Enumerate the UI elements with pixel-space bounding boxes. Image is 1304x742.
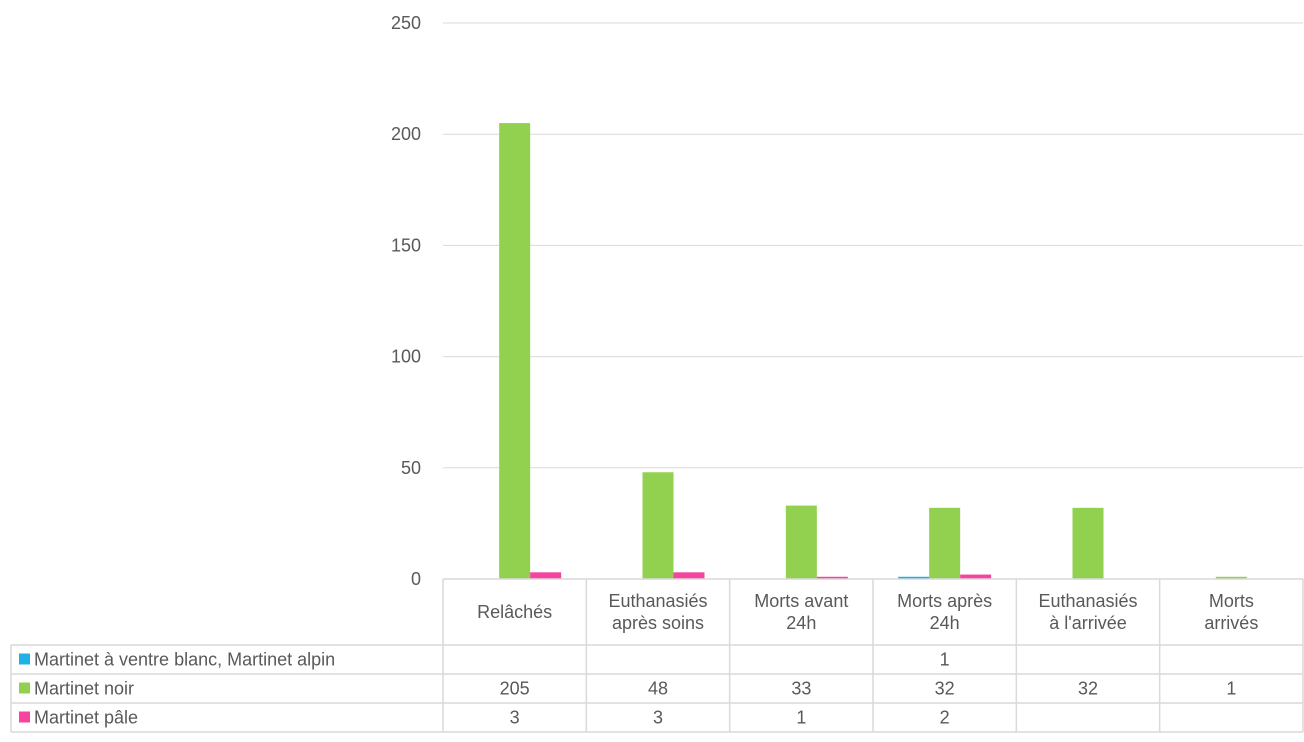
bar <box>642 472 674 579</box>
table-value: 1 <box>940 650 950 670</box>
legend-label: Martinet à ventre blanc, Martinet alpin <box>34 650 335 670</box>
category-label: 24h <box>930 613 960 633</box>
category-label: Euthanasiés <box>608 591 707 611</box>
y-tick-label: 0 <box>411 569 421 589</box>
table-value: 1 <box>1226 679 1236 699</box>
bar <box>673 572 705 579</box>
legend-key <box>19 682 30 694</box>
bar <box>785 505 817 579</box>
category-label: Morts avant <box>754 591 848 611</box>
bar <box>960 574 992 579</box>
category-label: Morts après <box>897 591 992 611</box>
table-value: 3 <box>510 708 520 728</box>
y-tick-label: 200 <box>391 124 421 144</box>
bar <box>530 572 562 579</box>
category-label: Euthanasiés <box>1038 591 1137 611</box>
table-value: 33 <box>791 679 811 699</box>
table-value: 48 <box>648 679 668 699</box>
legend-label: Martinet noir <box>34 679 134 699</box>
bar <box>1215 576 1247 579</box>
y-tick-label: 50 <box>401 458 421 478</box>
category-label: arrivés <box>1204 613 1258 633</box>
category-label: 24h <box>786 613 816 633</box>
category-label: Relâchés <box>477 602 552 622</box>
y-tick-label: 150 <box>391 235 421 255</box>
table-value: 32 <box>935 679 955 699</box>
bar <box>929 507 961 579</box>
category-label: à l'arrivée <box>1049 613 1126 633</box>
bar <box>898 576 930 579</box>
table-value: 32 <box>1078 679 1098 699</box>
category-label: après soins <box>612 613 704 633</box>
y-axis-ticks: 0 50 100 150 200 250 <box>391 13 421 589</box>
bar <box>499 123 531 579</box>
bars <box>499 123 1247 579</box>
table-value: 2 <box>940 708 950 728</box>
legend-key <box>19 711 30 723</box>
legend-label: Martinet pâle <box>34 708 138 728</box>
y-tick-label: 100 <box>391 347 421 367</box>
table-value: 205 <box>500 679 530 699</box>
legend-key <box>19 653 30 665</box>
bar <box>1072 507 1104 579</box>
gridlines <box>443 22 1303 580</box>
table-value: 1 <box>796 708 806 728</box>
table-value: 3 <box>653 708 663 728</box>
y-tick-label: 250 <box>391 13 421 33</box>
category-label: Morts <box>1209 591 1254 611</box>
bar <box>816 576 848 579</box>
